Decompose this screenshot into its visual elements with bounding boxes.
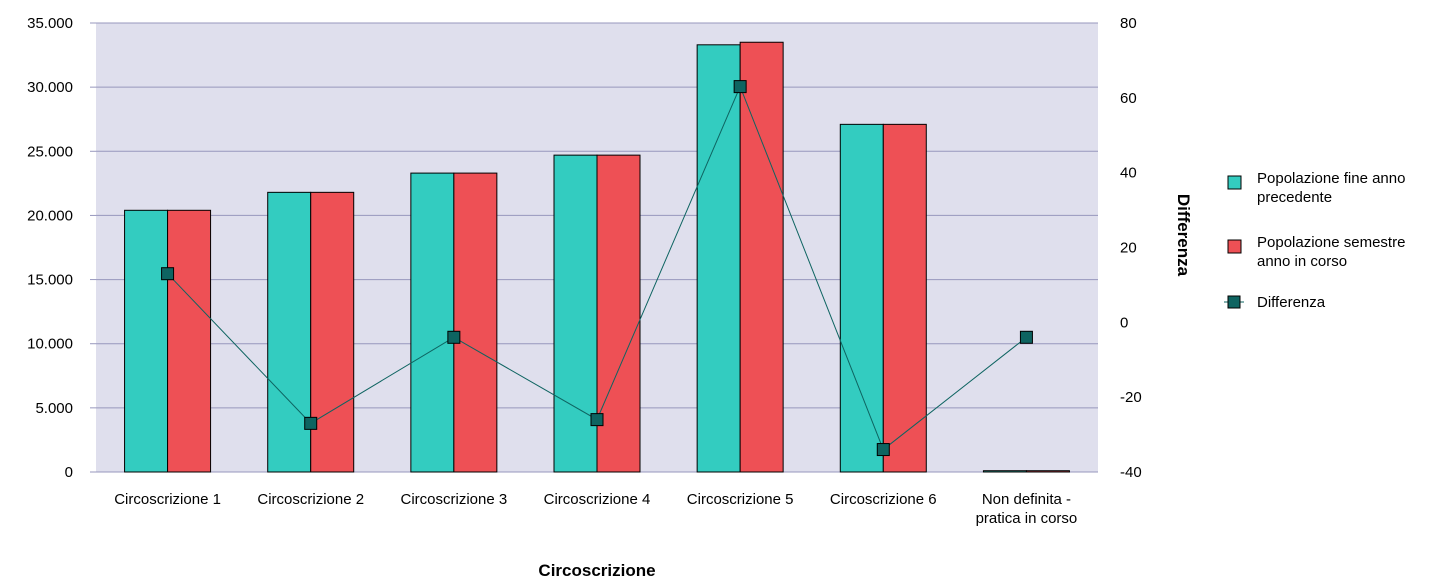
y-tick-label: 30.000	[27, 79, 73, 96]
bar-popolazione-fine-anno-precedente	[839, 123, 884, 473]
bar-popolazione-semestre-anno-in-corso	[453, 172, 498, 473]
legend-label: Differenza	[1257, 294, 1326, 311]
x-tick-label: Circoscrizione 6	[830, 491, 937, 508]
differenza-point	[1019, 330, 1033, 344]
differenza-point	[876, 443, 890, 457]
x-tick-label: Non definita -pratica in corso	[976, 491, 1078, 527]
y-tick-label: 15.000	[27, 272, 73, 289]
legend-swatch	[1227, 295, 1241, 309]
bar-popolazione-fine-anno-precedente	[124, 209, 169, 473]
bar-popolazione-semestre-anno-in-corso	[739, 41, 784, 473]
y2-tick-label: -40	[1120, 464, 1142, 481]
bar-popolazione-fine-anno-precedente	[267, 191, 312, 473]
bar-popolazione-fine-anno-precedente	[696, 44, 741, 473]
x-tick-label: Circoscrizione 5	[687, 491, 794, 508]
y2-tick-label: 0	[1120, 314, 1128, 331]
y2-tick-label: 40	[1120, 165, 1137, 182]
differenza-point	[590, 413, 604, 427]
bar-popolazione-semestre-anno-in-corso	[167, 209, 212, 473]
bar-popolazione-fine-anno-precedente	[553, 154, 598, 473]
y-axis-left: 0 5.000 10.000 15.000 20.000 25.000 30.000 35.0…	[27, 15, 96, 481]
legend-label: Popolazione semestre anno in corso	[1257, 234, 1405, 270]
y2-tick-label: 20	[1120, 240, 1137, 257]
y-tick-label: 20.000	[27, 207, 73, 224]
x-axis: Circoscrizione 1 Circoscrizione 2 Circoscr…	[114, 491, 1077, 527]
x-tick-label: Circoscrizione 2	[257, 491, 364, 508]
legend-swatch	[1227, 239, 1242, 254]
y-tick-label: 0	[65, 464, 73, 481]
differenza-point	[447, 330, 461, 344]
bar-popolazione-semestre-anno-in-corso	[1025, 470, 1070, 473]
y2-tick-label: 80	[1120, 15, 1137, 32]
y-tick-label: 35.000	[27, 15, 73, 32]
bars	[124, 41, 1070, 473]
y2-axis-title: Differenza	[1174, 194, 1193, 277]
bar-popolazione-semestre-anno-in-corso	[882, 123, 927, 473]
x-tick-label: Circoscrizione 1	[114, 491, 221, 508]
legend-label: Popolazione fine anno precedente	[1257, 170, 1405, 206]
bar-popolazione-semestre-anno-in-corso	[596, 154, 641, 473]
y2-tick-label: -20	[1120, 389, 1142, 406]
differenza-point	[733, 80, 747, 94]
x-tick-label: Circoscrizione 4	[544, 491, 651, 508]
differenza-point	[161, 267, 175, 281]
y-tick-label: 5.000	[35, 400, 73, 417]
bar-popolazione-fine-anno-precedente	[410, 172, 455, 473]
x-axis-title: Circoscrizione	[538, 561, 655, 580]
legend-swatch	[1227, 175, 1242, 190]
y-axis-right: -40 -20 0 20 40 60 80	[1120, 15, 1142, 481]
x-tick-label: Circoscrizione 3	[401, 491, 508, 508]
differenza-point	[304, 416, 318, 430]
legend: Popolazione fine anno precedente Popolazio…	[1224, 170, 1405, 311]
differenza-line	[161, 80, 1033, 457]
bar-popolazione-fine-anno-precedente	[982, 470, 1027, 473]
bar-popolazione-semestre-anno-in-corso	[310, 191, 355, 473]
y2-tick-label: 60	[1120, 90, 1137, 107]
y-tick-label: 25.000	[27, 143, 73, 160]
y-tick-label: 10.000	[27, 336, 73, 353]
